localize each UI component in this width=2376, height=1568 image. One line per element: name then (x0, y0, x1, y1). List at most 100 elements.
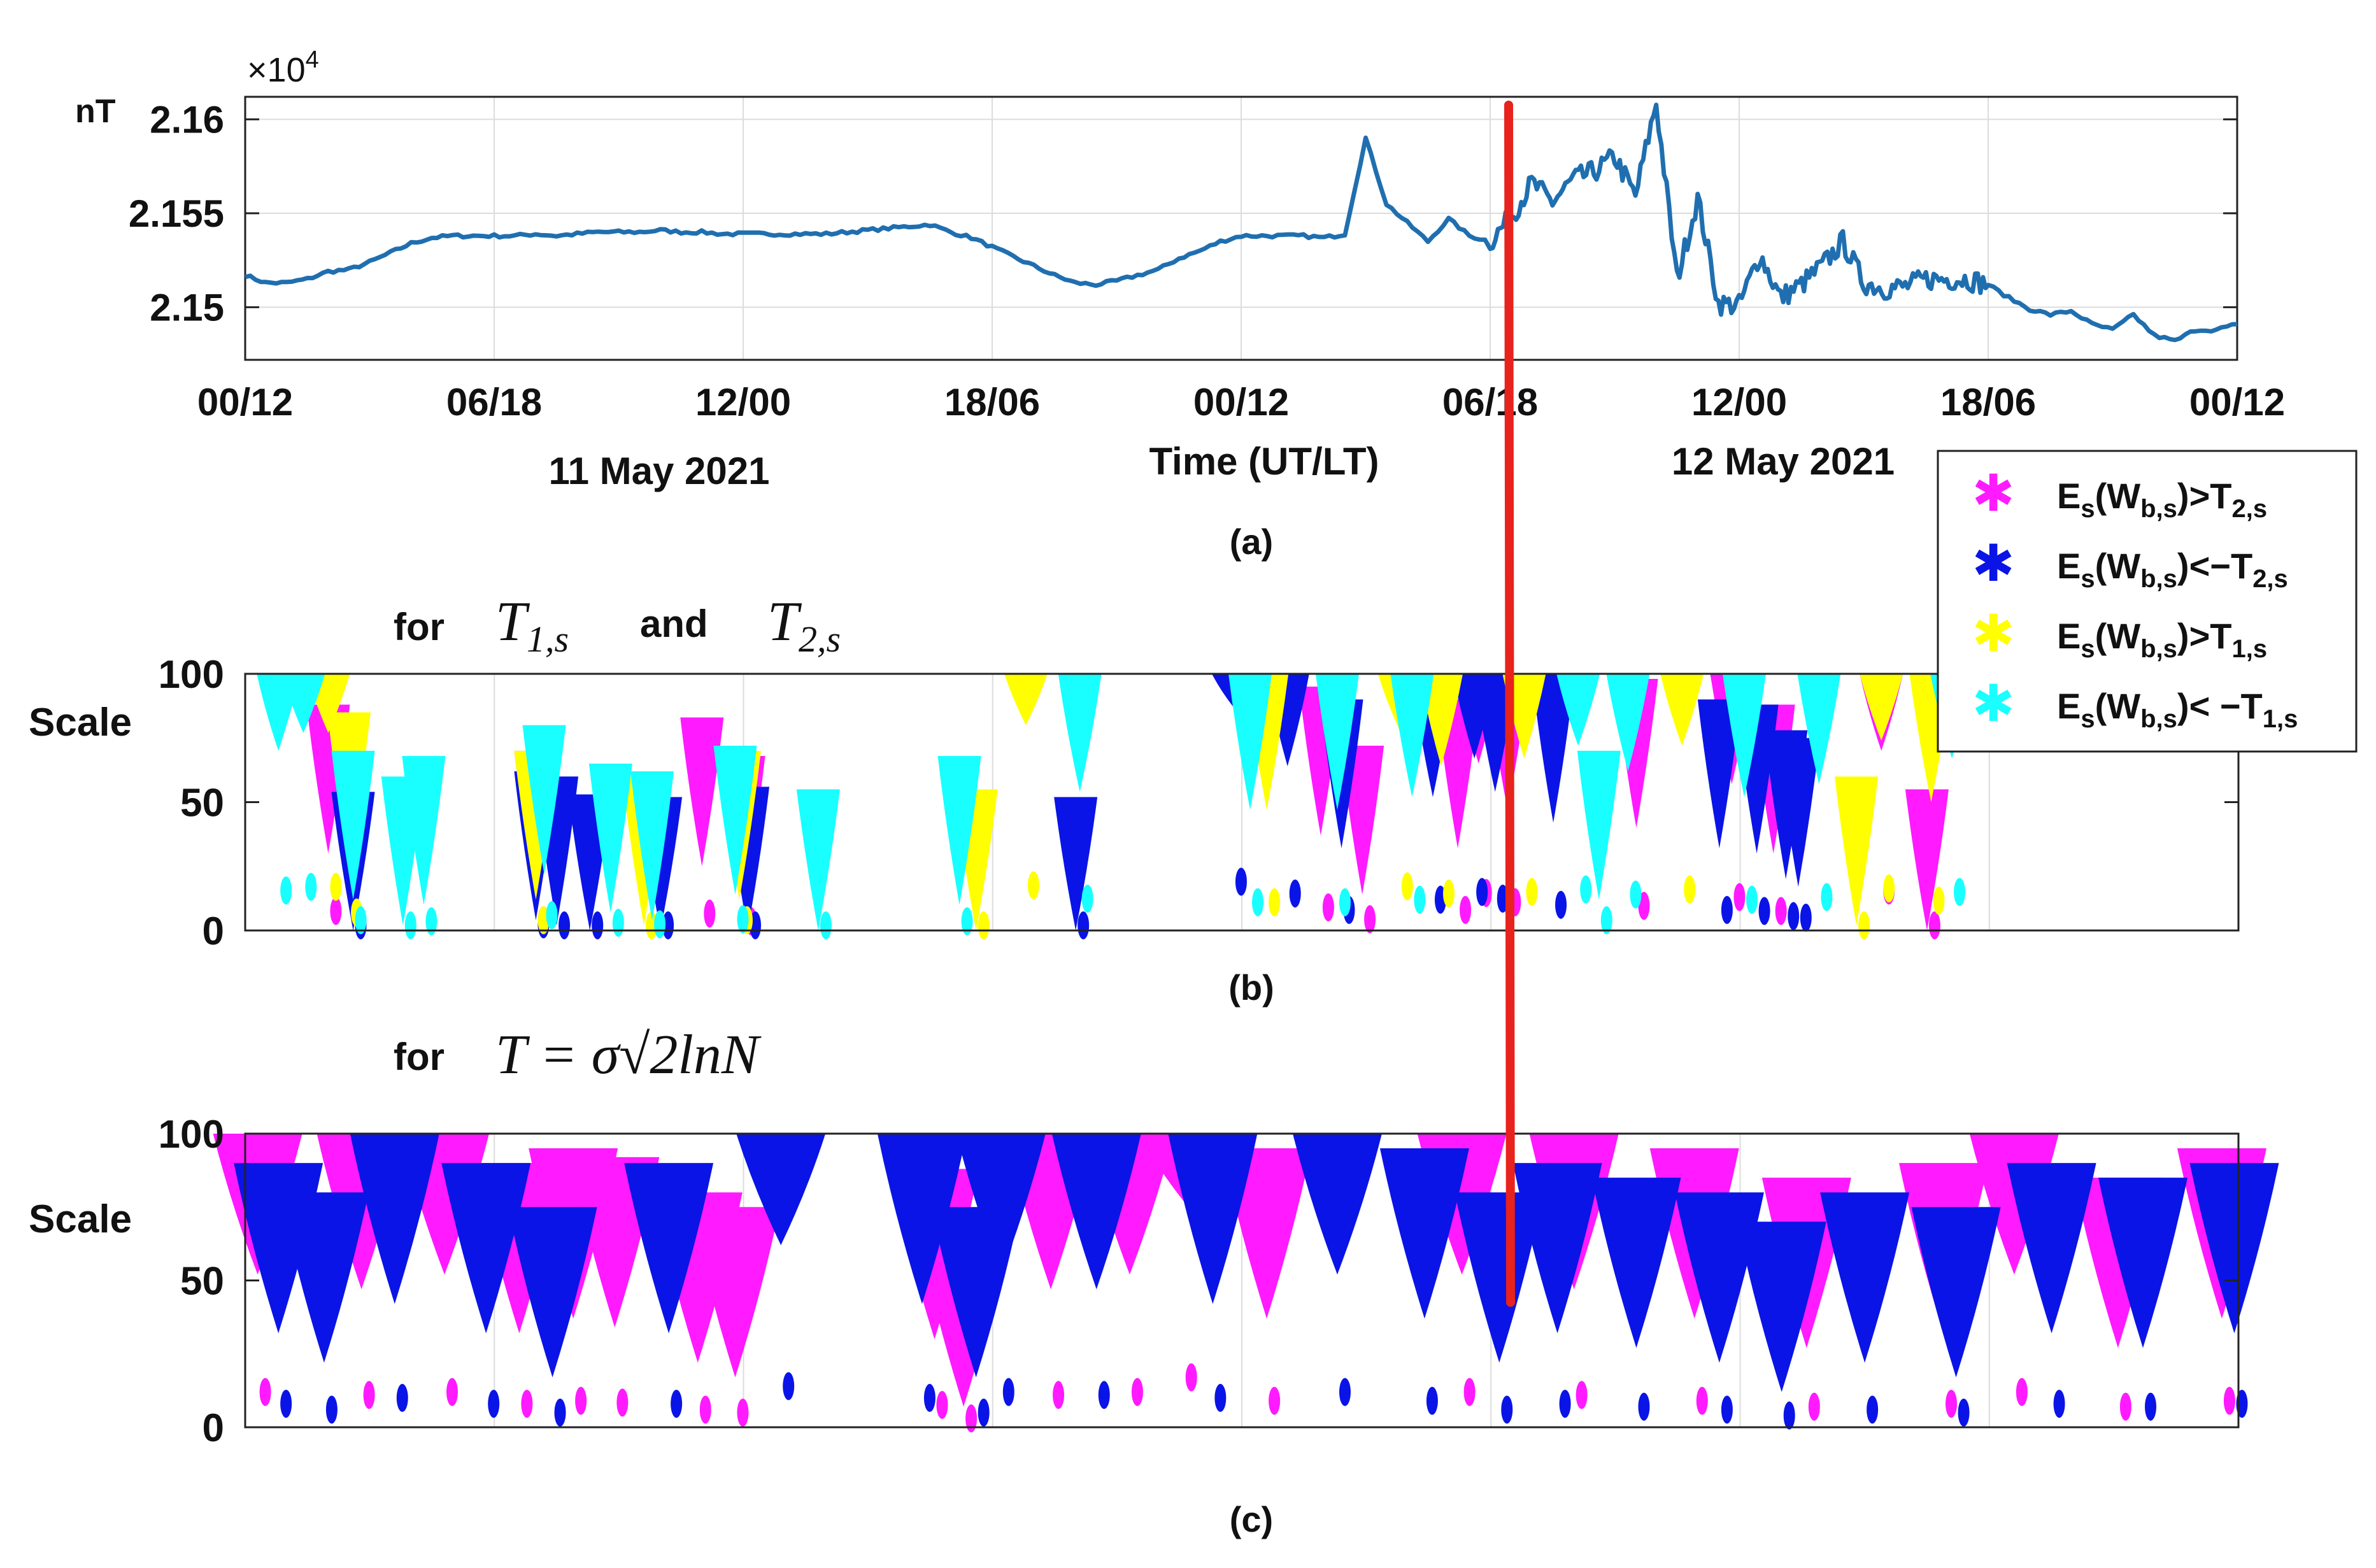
scatter-point (1027, 871, 1039, 900)
scatter-blob (1860, 674, 1903, 741)
scatter-point (923, 1383, 935, 1412)
panel-a-y-ticks: 2.16 2.155 2.15 (129, 98, 2237, 329)
scatter-blob (1004, 674, 1048, 725)
scatter-blob (279, 1192, 369, 1363)
scatter-point (1954, 878, 1966, 906)
scatter-blob (796, 789, 840, 930)
scatter-point (978, 911, 990, 939)
legend-label-part: )< −T (2177, 686, 2263, 726)
scatter-point (404, 911, 416, 939)
panel-a-xtick-label: 06/18 (446, 381, 542, 424)
ytick-label: 0 (203, 909, 224, 953)
scatter-blob (1905, 789, 1949, 930)
ytick-label: 50 (180, 1260, 224, 1304)
red-event-marker-line (1504, 101, 1515, 1307)
scatter-point (521, 1390, 533, 1418)
scatter-blob (1379, 1148, 1469, 1319)
scatter-point (1788, 902, 1800, 930)
legend-label-part: (W (2095, 476, 2141, 516)
scatter-point (1746, 885, 1758, 914)
scatter-point (1696, 1386, 1708, 1415)
scatter-point (1098, 1381, 1110, 1409)
scatter-blob (1577, 750, 1621, 900)
scatter-point (280, 1390, 292, 1418)
scatter-point (1946, 1390, 1958, 1418)
scatter-point (616, 1388, 629, 1417)
scatter-blob (1532, 674, 1576, 823)
legend-label-part: (W (2095, 616, 2141, 656)
scatter-point (2053, 1390, 2065, 1418)
panel-b-title-t2: T2,s (767, 591, 841, 660)
scatter-point (1800, 903, 1812, 932)
scatter-blob (736, 1134, 826, 1246)
scatter-point (1269, 1386, 1281, 1415)
scatter-point (325, 1395, 338, 1424)
legend-label-part: b,s (2140, 635, 2177, 663)
scatter-blob (402, 755, 446, 905)
scatter-point (1858, 911, 1870, 939)
scatter-blob (2007, 1163, 2096, 1334)
panel-a-xtick-label: 18/06 (1940, 381, 2036, 424)
panel-b-title-t2-sub: 2,s (799, 618, 841, 660)
legend-label-part: s (2081, 635, 2095, 663)
scatter-point (1867, 1395, 1879, 1424)
scatter-blob (680, 717, 724, 867)
scatter-point (488, 1390, 500, 1418)
scatter-blob (2098, 1178, 2188, 1348)
panel-b-title-t1: T1,s (495, 591, 569, 660)
scatter-point (1721, 1395, 1733, 1424)
scatter-point (1808, 1392, 1820, 1421)
scatter-point (1289, 879, 1301, 908)
scatter-point (1476, 878, 1488, 906)
scatter-point (1580, 875, 1592, 904)
scatter-blob (508, 1207, 597, 1378)
legend-label-part: )>T (2177, 616, 2232, 656)
scatter-point (425, 907, 437, 936)
scatter-point (558, 911, 571, 939)
panel-c: 100 50 0 for T = σ√2lnN Scale (c) (29, 1024, 2279, 1539)
panel-a-xtick-label: 12/00 (1691, 381, 1787, 424)
scatter-point (1214, 1383, 1227, 1412)
legend-marker: ✱ (1972, 675, 2014, 732)
scatter-point (1559, 1390, 1571, 1418)
scatter-point (1185, 1363, 1197, 1392)
panel-b-y-ticks: 100 50 0 (159, 653, 2238, 953)
legend-label: Es(Wb,s)>T2,s (2057, 476, 2267, 523)
panel-a-x-ticks: 00/12 06/18 12/00 18/06 00/12 06/18 12/00 18/06… (197, 381, 2285, 424)
scatter-point (1364, 905, 1376, 934)
panel-b-title-t1-sub: 1,s (527, 618, 569, 660)
legend-box (1937, 450, 2358, 753)
scatter-blob (713, 745, 757, 895)
panel-a-axes-box (244, 96, 2238, 361)
panel-a-xlabel: Time (UT/LT) (1149, 440, 1379, 483)
scatter-point (546, 901, 558, 929)
scatter-blob (588, 764, 632, 913)
legend-marker: ✱ (1972, 605, 2014, 662)
scatter-point (654, 910, 666, 939)
legend-marker: ✱ (1972, 465, 2014, 522)
panel-a-xtick-label: 12/00 (695, 381, 791, 424)
panel-b-ylabel: Scale (29, 701, 132, 745)
scatter-blob (1697, 699, 1741, 849)
scatter-blob (1058, 674, 1102, 792)
scatter-point (1252, 888, 1264, 916)
scatter-point (1269, 888, 1281, 916)
scatter-point (1928, 911, 1940, 939)
scatter-point (259, 1378, 271, 1406)
scatter-point (936, 1390, 948, 1419)
panel-c-ylabel: Scale (29, 1197, 132, 1241)
scatter-point (1414, 885, 1426, 914)
scatter-blob (1292, 1134, 1382, 1275)
panel-b-title-t1-symbol: T (495, 591, 530, 653)
scatter-blob (1797, 674, 1841, 785)
scatter-blob (331, 750, 375, 900)
panel-a-xtick-label: 06/18 (1442, 381, 1538, 424)
panel-c-title-prefix: for (394, 1036, 445, 1078)
scatter-point (363, 1381, 375, 1409)
legend-label-part: )>T (2177, 476, 2232, 516)
panel-a-exponent-power: 4 (306, 46, 319, 73)
scatter-point (1721, 895, 1733, 924)
panel-c-scatter-blobs (213, 1134, 2279, 1433)
